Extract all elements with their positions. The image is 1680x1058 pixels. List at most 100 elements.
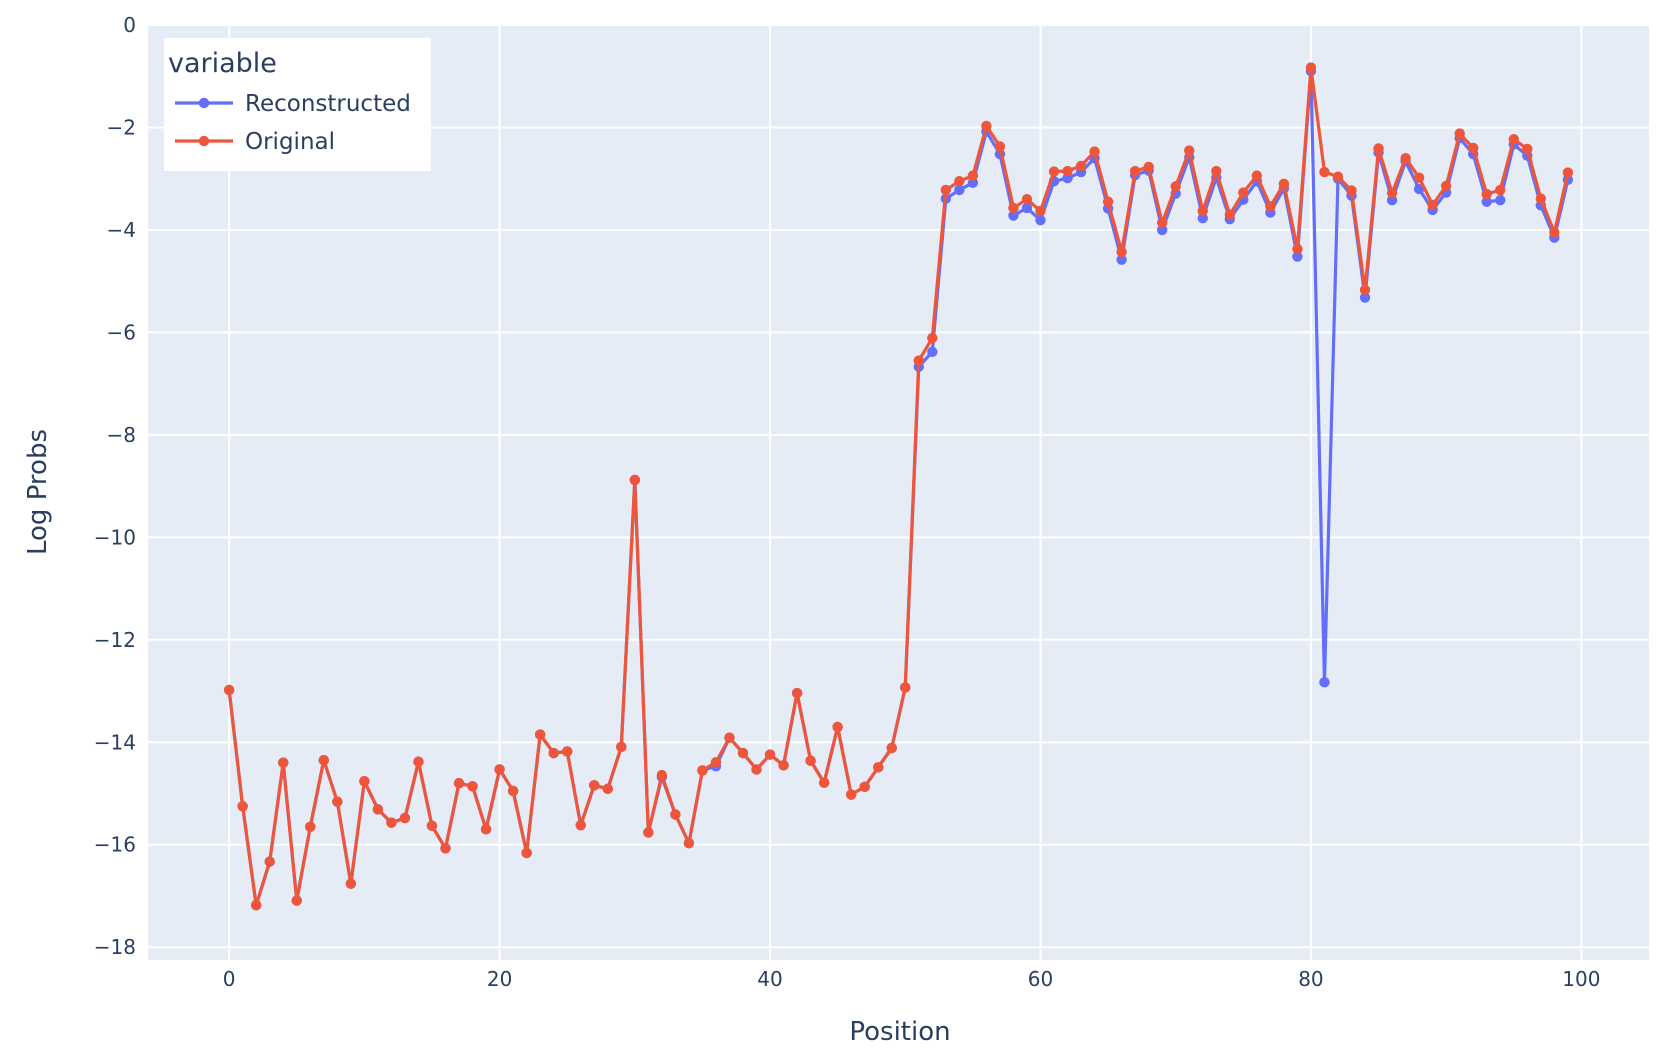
x-gridlines (228, 25, 1583, 960)
data-point-original (1454, 128, 1465, 139)
data-point-original (1102, 196, 1114, 207)
data-point-original (724, 732, 735, 743)
data-point-original (913, 355, 924, 366)
data-point-reconstructed (927, 346, 938, 358)
data-point-reconstructed (1008, 210, 1019, 221)
y-tick-label: −16 (94, 833, 136, 857)
data-point-original (426, 820, 438, 831)
data-point-original (859, 781, 870, 793)
data-point-original (1184, 145, 1195, 156)
data-point-original (1062, 165, 1073, 177)
data-point-original (1562, 167, 1574, 178)
data-point-original (1400, 153, 1411, 164)
data-point-original (223, 684, 235, 696)
data-point-original (805, 755, 816, 766)
legend-item-original[interactable]: Original (175, 129, 335, 155)
data-point-original (453, 778, 465, 789)
legend-swatch-marker (198, 97, 210, 109)
data-point-original (1440, 180, 1452, 192)
data-point-original (480, 824, 492, 835)
series-original (223, 62, 1574, 911)
data-point-original (981, 120, 992, 132)
data-point-original (1305, 62, 1317, 73)
data-point-original (534, 729, 546, 740)
data-point-reconstructed (1481, 196, 1492, 207)
data-point-original (1238, 187, 1249, 198)
data-point-original (886, 742, 897, 754)
data-point-original (1549, 227, 1560, 238)
data-point-reconstructed (954, 184, 965, 196)
data-point-original (1413, 172, 1425, 183)
data-point-original (1129, 165, 1141, 177)
data-point-original (656, 769, 668, 781)
data-point-original (386, 817, 397, 828)
data-point-original (778, 760, 789, 771)
data-point-original (1143, 161, 1154, 173)
data-point-original (264, 856, 275, 867)
data-point-original (548, 747, 559, 759)
data-point-original (467, 781, 478, 792)
data-point-original (683, 837, 695, 849)
data-point-original (1048, 166, 1060, 177)
y-tick-label: −14 (94, 730, 136, 754)
x-tick-label: 40 (757, 967, 782, 991)
data-point-original (1427, 199, 1438, 211)
data-point-original (697, 765, 708, 776)
data-point-original (318, 754, 329, 766)
data-point-original (521, 847, 532, 859)
data-point-original (1075, 160, 1087, 172)
data-point-original (873, 762, 884, 773)
data-point-original (940, 184, 952, 196)
data-point-original (1211, 165, 1222, 177)
data-point-original (237, 801, 248, 812)
data-point-reconstructed (967, 177, 979, 188)
y-tick-label: −8 (107, 423, 136, 447)
y-tick-label: −4 (107, 218, 136, 242)
data-point-original (305, 821, 316, 832)
data-point-original (994, 141, 1006, 152)
y-tick-label: −10 (94, 525, 136, 549)
data-point-original (1332, 171, 1344, 182)
data-point-original (1156, 217, 1168, 228)
data-point-original (589, 780, 600, 791)
data-point-original (1386, 187, 1398, 199)
series-layer (223, 62, 1574, 911)
data-point-original (764, 749, 776, 760)
data-point-reconstructed (1197, 212, 1208, 224)
data-point-original (561, 746, 573, 757)
data-point-original (440, 843, 451, 854)
data-point-original (900, 682, 911, 693)
data-point-original (1224, 209, 1236, 220)
x-axis-title: Position (849, 1017, 950, 1047)
data-point-original (1251, 170, 1263, 181)
legend: variable Reconstructed Original (164, 38, 431, 171)
data-point-original (278, 757, 289, 768)
data-point-original (507, 785, 519, 797)
data-point-original (1373, 143, 1384, 154)
data-point-original (967, 170, 979, 181)
data-point-original (1197, 205, 1208, 217)
legend-label: Original (245, 129, 335, 155)
data-point-original (332, 796, 343, 807)
data-point-original (345, 878, 357, 889)
legend-swatch-marker (198, 135, 210, 147)
data-point-original (1508, 134, 1519, 145)
x-tick-label: 20 (487, 967, 512, 991)
y-tick-label: −12 (94, 628, 136, 652)
legend-item-reconstructed[interactable]: Reconstructed (175, 91, 411, 117)
data-point-original (1319, 166, 1330, 178)
data-point-reconstructed (1062, 172, 1073, 184)
data-point-original (1265, 201, 1276, 212)
data-point-original (818, 777, 830, 788)
data-point-original (1089, 146, 1100, 157)
data-point-original (399, 812, 411, 824)
x-tick-label: 80 (1298, 967, 1323, 991)
data-point-original (629, 474, 641, 486)
data-point-original (1522, 143, 1533, 155)
data-point-original (832, 721, 843, 733)
data-point-original (1468, 142, 1479, 154)
data-point-original (954, 176, 965, 187)
data-point-original (1535, 193, 1547, 204)
data-point-original (670, 809, 681, 820)
x-axis-ticks: 0 20 40 60 80 100 (223, 967, 1601, 991)
